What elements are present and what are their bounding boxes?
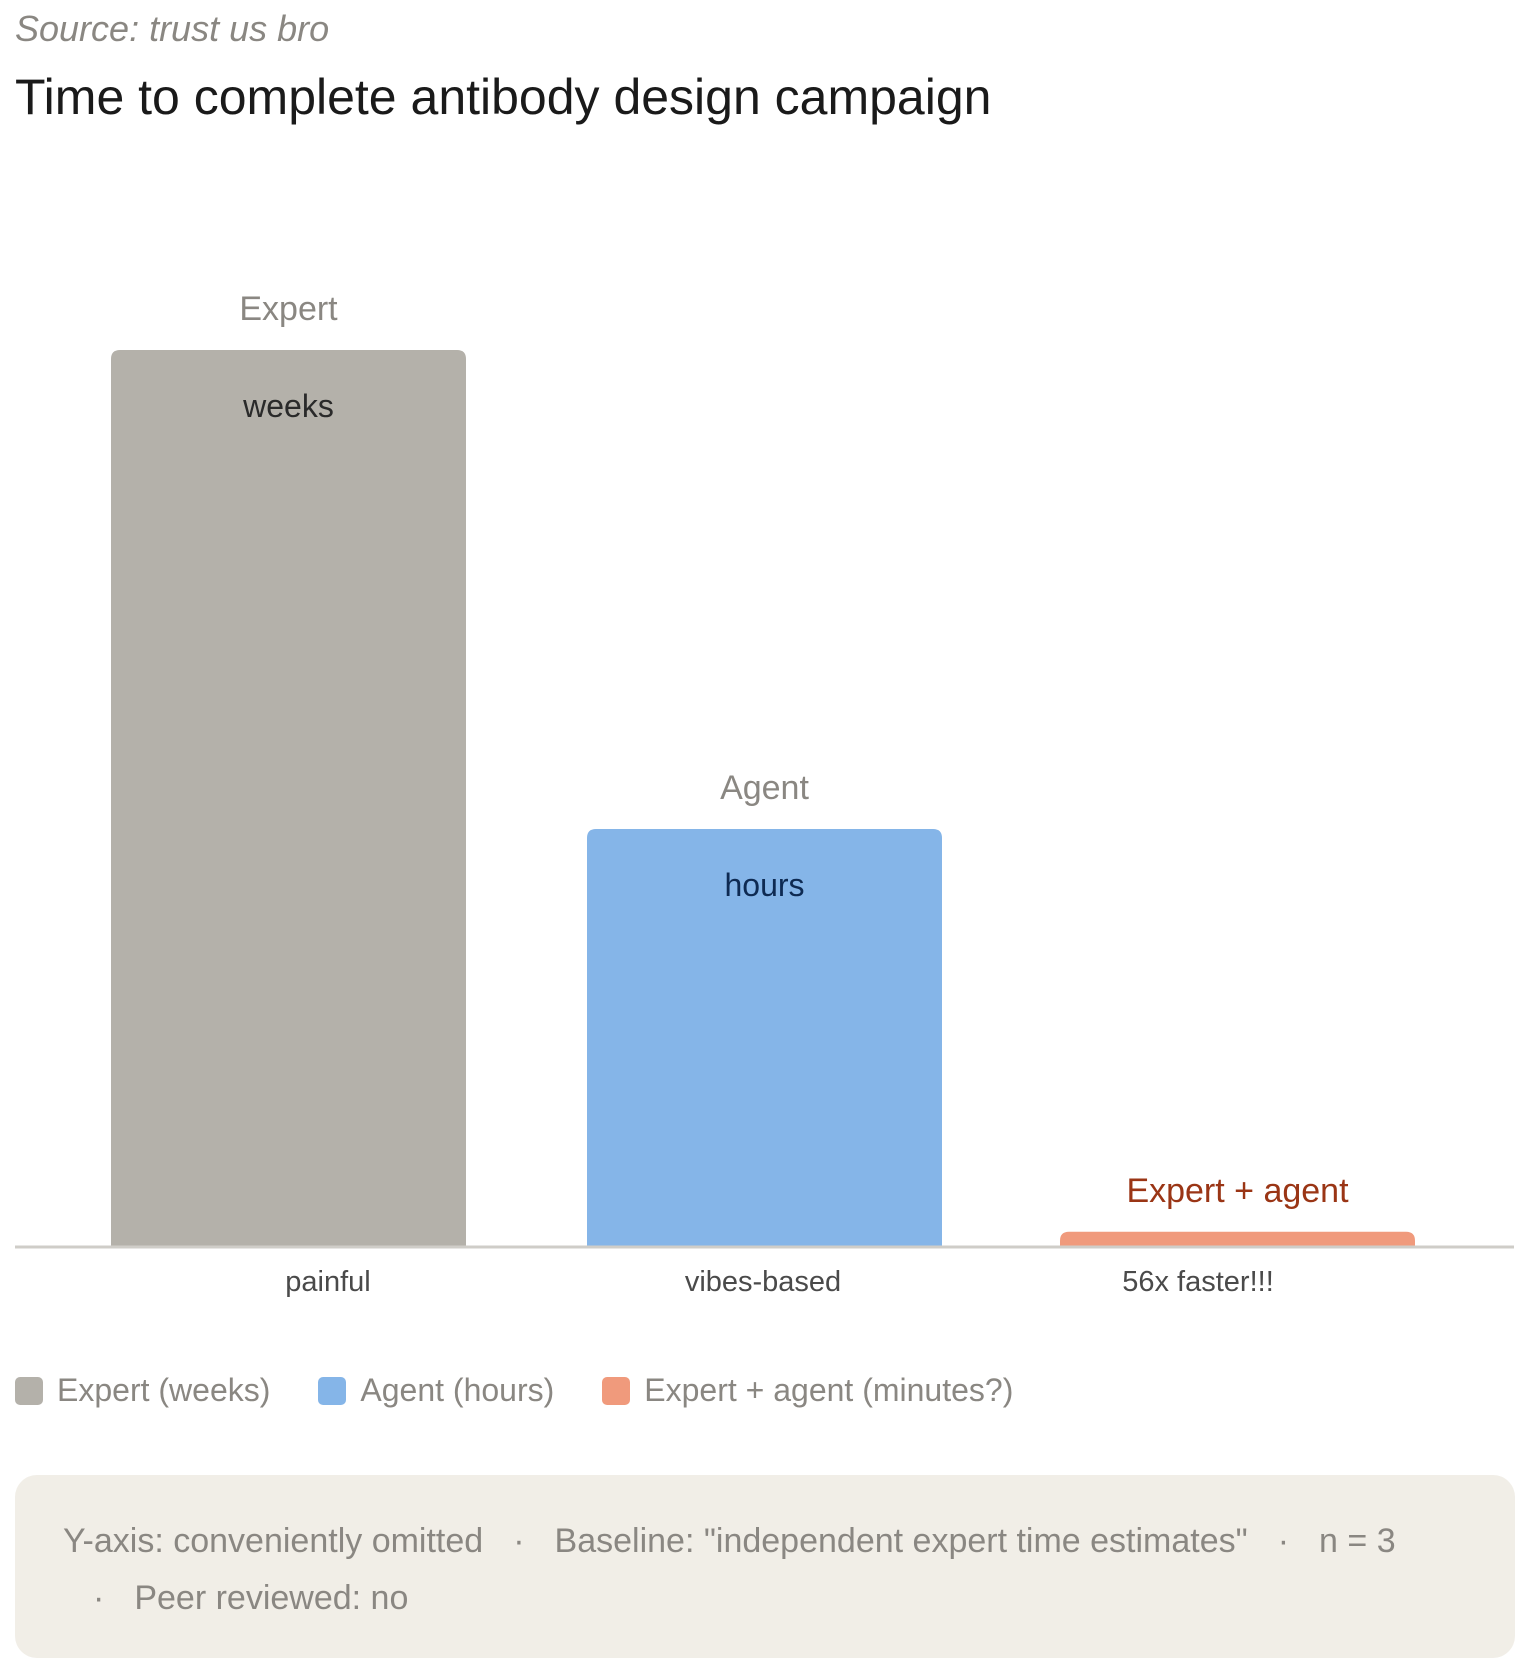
legend-swatch-expert-agent bbox=[602, 1376, 631, 1405]
legend-item-expert: Expert (weeks) bbox=[15, 1372, 270, 1409]
bar-top-label-expert: Expert bbox=[239, 290, 338, 328]
footnote-peer-review: Peer reviewed: no bbox=[134, 1579, 409, 1617]
footnote-baseline: Baseline: "independent expert time estim… bbox=[554, 1522, 1248, 1560]
x-tick-label-vibes-based: vibes-based bbox=[685, 1266, 841, 1298]
x-tick-label-56x-faster: 56x faster!!! bbox=[1122, 1266, 1274, 1298]
chart-title: Time to complete antibody design campaig… bbox=[15, 69, 992, 125]
bar-inner-label-expert: weeks bbox=[242, 388, 334, 424]
legend-label-expert: Expert (weeks) bbox=[57, 1372, 271, 1408]
chart-source: Source: trust us bro bbox=[15, 8, 330, 49]
footnote-y-axis: Y-axis: conveniently omitted bbox=[63, 1522, 484, 1560]
legend-swatch-expert bbox=[15, 1376, 43, 1405]
footnote-separator: · bbox=[1277, 1522, 1290, 1560]
bar-expert bbox=[111, 350, 466, 1247]
legend-label-expert-agent: Expert + agent (minutes?) bbox=[644, 1372, 1014, 1408]
footnote-box: Y-axis: conveniently omitted · Baseline: "… bbox=[15, 1475, 1515, 1658]
bar-inner-label-agent: hours bbox=[724, 867, 804, 903]
bar-agent bbox=[587, 828, 942, 1247]
bar-top-label-expert-agent: Expert + agent bbox=[1126, 1172, 1349, 1210]
legend-swatch-agent bbox=[318, 1376, 347, 1405]
x-tick-label-painful: painful bbox=[285, 1266, 370, 1298]
bar-top-label-agent: Agent bbox=[720, 769, 809, 807]
bar-expert-agent bbox=[1060, 1231, 1415, 1247]
footnote-n: n = 3 bbox=[1319, 1522, 1396, 1560]
footnote-separator: · bbox=[513, 1522, 525, 1560]
footnote-separator: · bbox=[93, 1579, 105, 1617]
legend-label-agent: Agent (hours) bbox=[360, 1372, 555, 1408]
legend-item-expert-agent: Expert + agent (minutes?) bbox=[602, 1372, 1013, 1409]
legend-item-agent: Agent (hours) bbox=[318, 1372, 554, 1409]
bar-chart: Expert weeks painful Agent hours vibes-based E… bbox=[15, 290, 1514, 1298]
chart-legend: Expert (weeks) Agent (hours) Expert + ag… bbox=[15, 1372, 1061, 1409]
